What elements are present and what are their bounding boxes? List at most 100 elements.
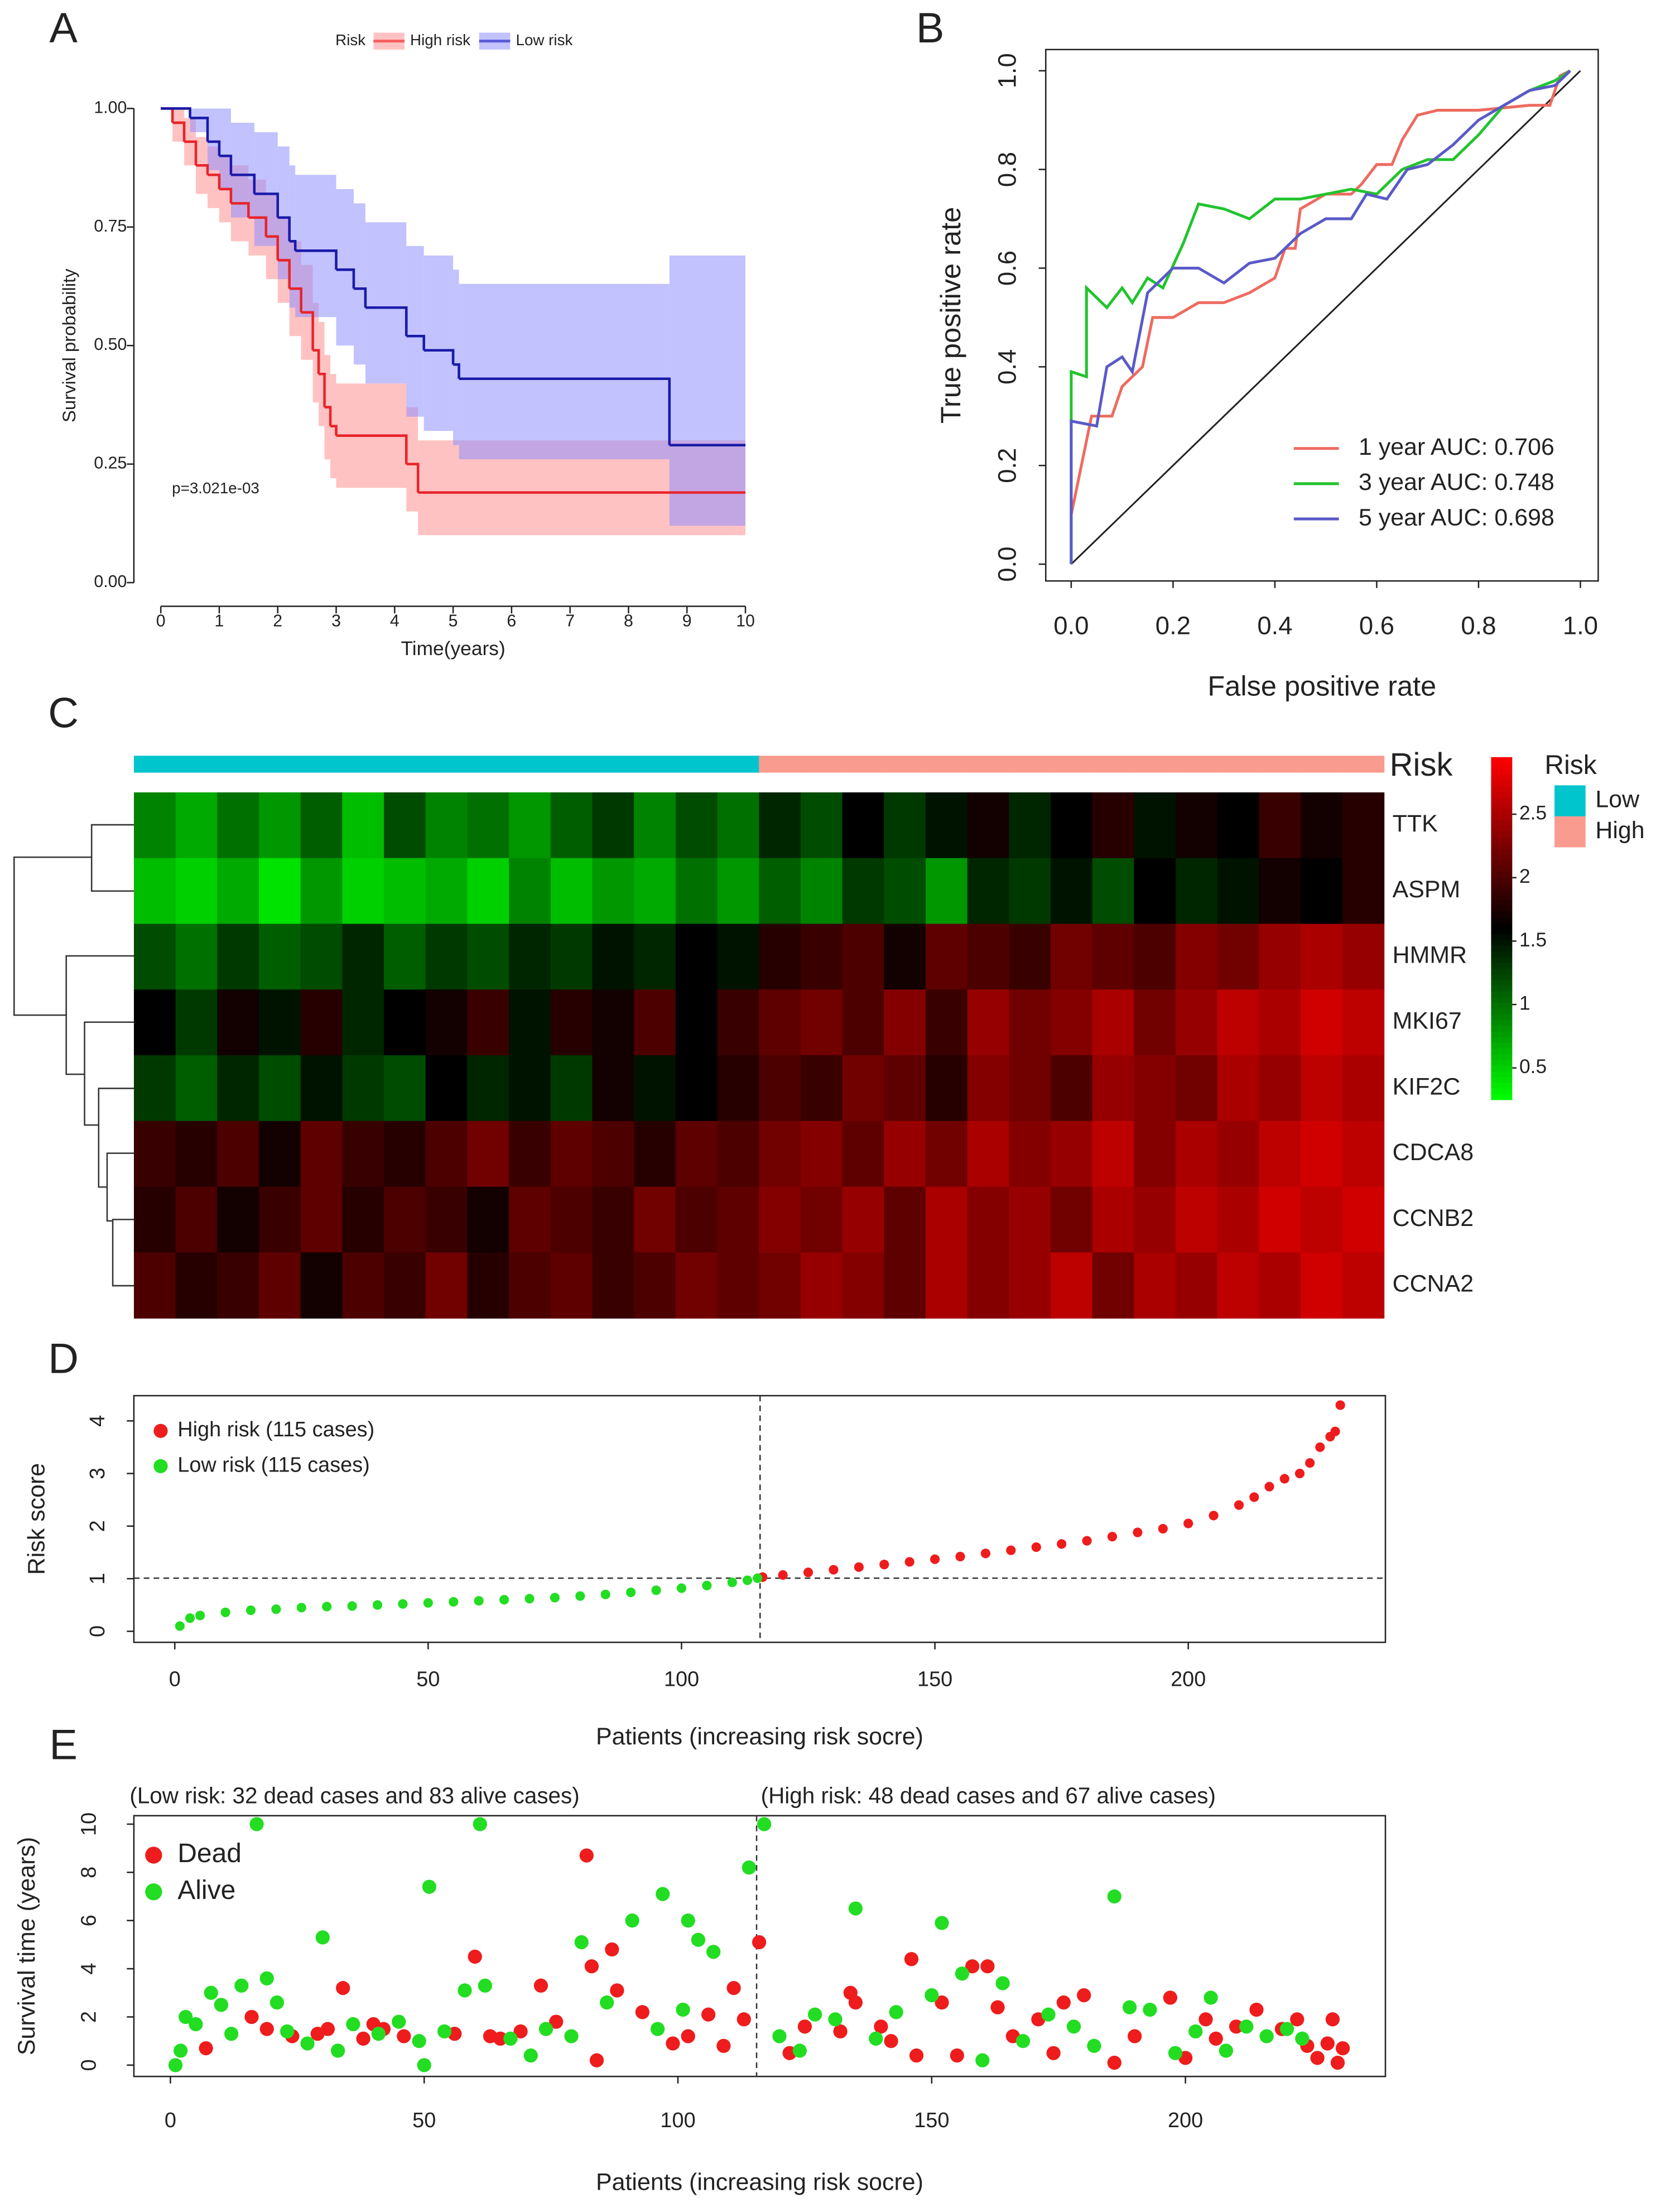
data-point: [869, 2031, 883, 2046]
legend-label: Low risk: [516, 31, 573, 49]
data-point: [1066, 2019, 1081, 2034]
heatmap-cell: [1134, 1055, 1176, 1122]
y-tick-label: 2: [86, 1520, 109, 1532]
heatmap-cell: [550, 1055, 593, 1122]
heatmap-cell: [509, 792, 551, 859]
data-point: [742, 1860, 757, 1875]
heatmap-cell: [884, 924, 926, 990]
confidence-band: [312, 302, 319, 403]
data-point: [1209, 1511, 1219, 1521]
colorbar-segment: [1491, 763, 1513, 770]
heatmap-cell: [550, 792, 593, 859]
data-point: [1082, 1536, 1092, 1546]
heatmap-cell: [592, 792, 634, 859]
survival-step: [336, 434, 408, 464]
heatmap-cell: [175, 858, 218, 925]
y-tick-label: 0.4: [993, 349, 1022, 384]
survival-step: [230, 202, 250, 218]
confidence-band: [277, 146, 290, 280]
legend-swatch: [1554, 785, 1586, 816]
data-point: [1168, 2046, 1183, 2060]
x-tick-label: 9: [682, 612, 692, 630]
colorbar-segment: [1491, 997, 1513, 1003]
heatmap-cell: [675, 1121, 718, 1187]
heatmap-cell: [925, 924, 968, 990]
colorbar-segment: [1491, 1008, 1513, 1014]
heatmap-cell: [1217, 1121, 1260, 1187]
heatmap-cell: [967, 1252, 1010, 1319]
data-point: [271, 1604, 281, 1614]
row-label: HMMR: [1393, 942, 1467, 969]
colorbar-segment: [1491, 871, 1513, 878]
data-point: [356, 2031, 370, 2046]
colorbar-segment: [1491, 791, 1513, 798]
heatmap-cell: [967, 924, 1010, 990]
heatmap-cell: [1259, 1252, 1301, 1319]
colorbar-segment: [1491, 934, 1513, 940]
survival-step: [295, 249, 338, 270]
data-point: [1259, 2029, 1274, 2043]
heatmap-cell: [759, 792, 801, 859]
data-point: [1335, 2041, 1350, 2056]
heatmap-cell: [259, 1252, 301, 1319]
heatmap-cell: [133, 924, 176, 990]
data-point: [300, 2036, 315, 2051]
colorbar-segment: [1491, 951, 1513, 958]
y-tick-label: 0.75: [94, 217, 127, 235]
legend-label: High risk: [410, 31, 470, 49]
heatmap-cell: [1176, 1055, 1218, 1122]
confidence-band: [336, 189, 354, 346]
legend-label: High risk (115 cases): [177, 1418, 374, 1441]
risk-annotation-cell: [634, 756, 676, 773]
data-point: [848, 1995, 863, 2010]
heatmap-cell: [675, 1055, 718, 1122]
y-tick-label: 3: [86, 1468, 109, 1479]
survival-step: [365, 306, 408, 336]
data-point: [1107, 2055, 1121, 2070]
x-tick-label: 3: [331, 612, 341, 630]
data-point: [778, 1570, 788, 1580]
heatmap-cell: [467, 858, 509, 925]
heatmap-cell: [759, 1252, 801, 1319]
data-point: [1279, 2022, 1294, 2036]
heatmap-cell: [1342, 989, 1385, 1056]
heatmap-cell: [634, 1252, 676, 1319]
data-point: [417, 2058, 431, 2072]
data-point: [1198, 2012, 1213, 2027]
heatmap-cell: [259, 924, 301, 990]
risk-annotation-cell: [1301, 756, 1343, 773]
data-point: [524, 1594, 535, 1604]
data-point: [666, 2036, 680, 2051]
data-point: [1031, 1542, 1041, 1552]
heatmap-cell: [1009, 989, 1051, 1056]
heatmap-cell: [884, 1121, 926, 1187]
heatmap-cell: [259, 989, 301, 1056]
data-point: [347, 1601, 357, 1611]
heatmap-cell: [342, 858, 384, 925]
heatmap-cell: [592, 989, 634, 1056]
heatmap-cell: [717, 858, 759, 925]
heatmap-cell: [1051, 1055, 1093, 1122]
heatmap-cell: [509, 1055, 551, 1122]
heatmap-cell: [759, 858, 801, 925]
survival-step: [207, 140, 221, 156]
data-point: [259, 1971, 274, 1985]
y-tick-label: 8: [78, 1867, 101, 1878]
heatmap-cell: [1301, 924, 1343, 990]
data-point: [199, 2041, 213, 2056]
heatmap-cell: [1134, 858, 1176, 925]
data-point: [244, 2009, 259, 2025]
heatmap-cell: [675, 989, 718, 1056]
colorbar-segment: [1491, 802, 1513, 809]
data-point: [564, 2029, 579, 2043]
heatmap-cell: [1009, 1186, 1051, 1253]
risk-annotation-cell: [550, 756, 593, 773]
colorbar-segment: [1491, 974, 1513, 980]
data-point: [195, 1610, 205, 1620]
heatmap-cell: [467, 1186, 509, 1253]
survival-step: [207, 174, 221, 189]
heatmap-cell: [342, 989, 384, 1056]
p-value: p=3.021e-03: [172, 479, 259, 497]
heatmap-cell: [925, 792, 968, 859]
data-point: [610, 1983, 624, 1998]
